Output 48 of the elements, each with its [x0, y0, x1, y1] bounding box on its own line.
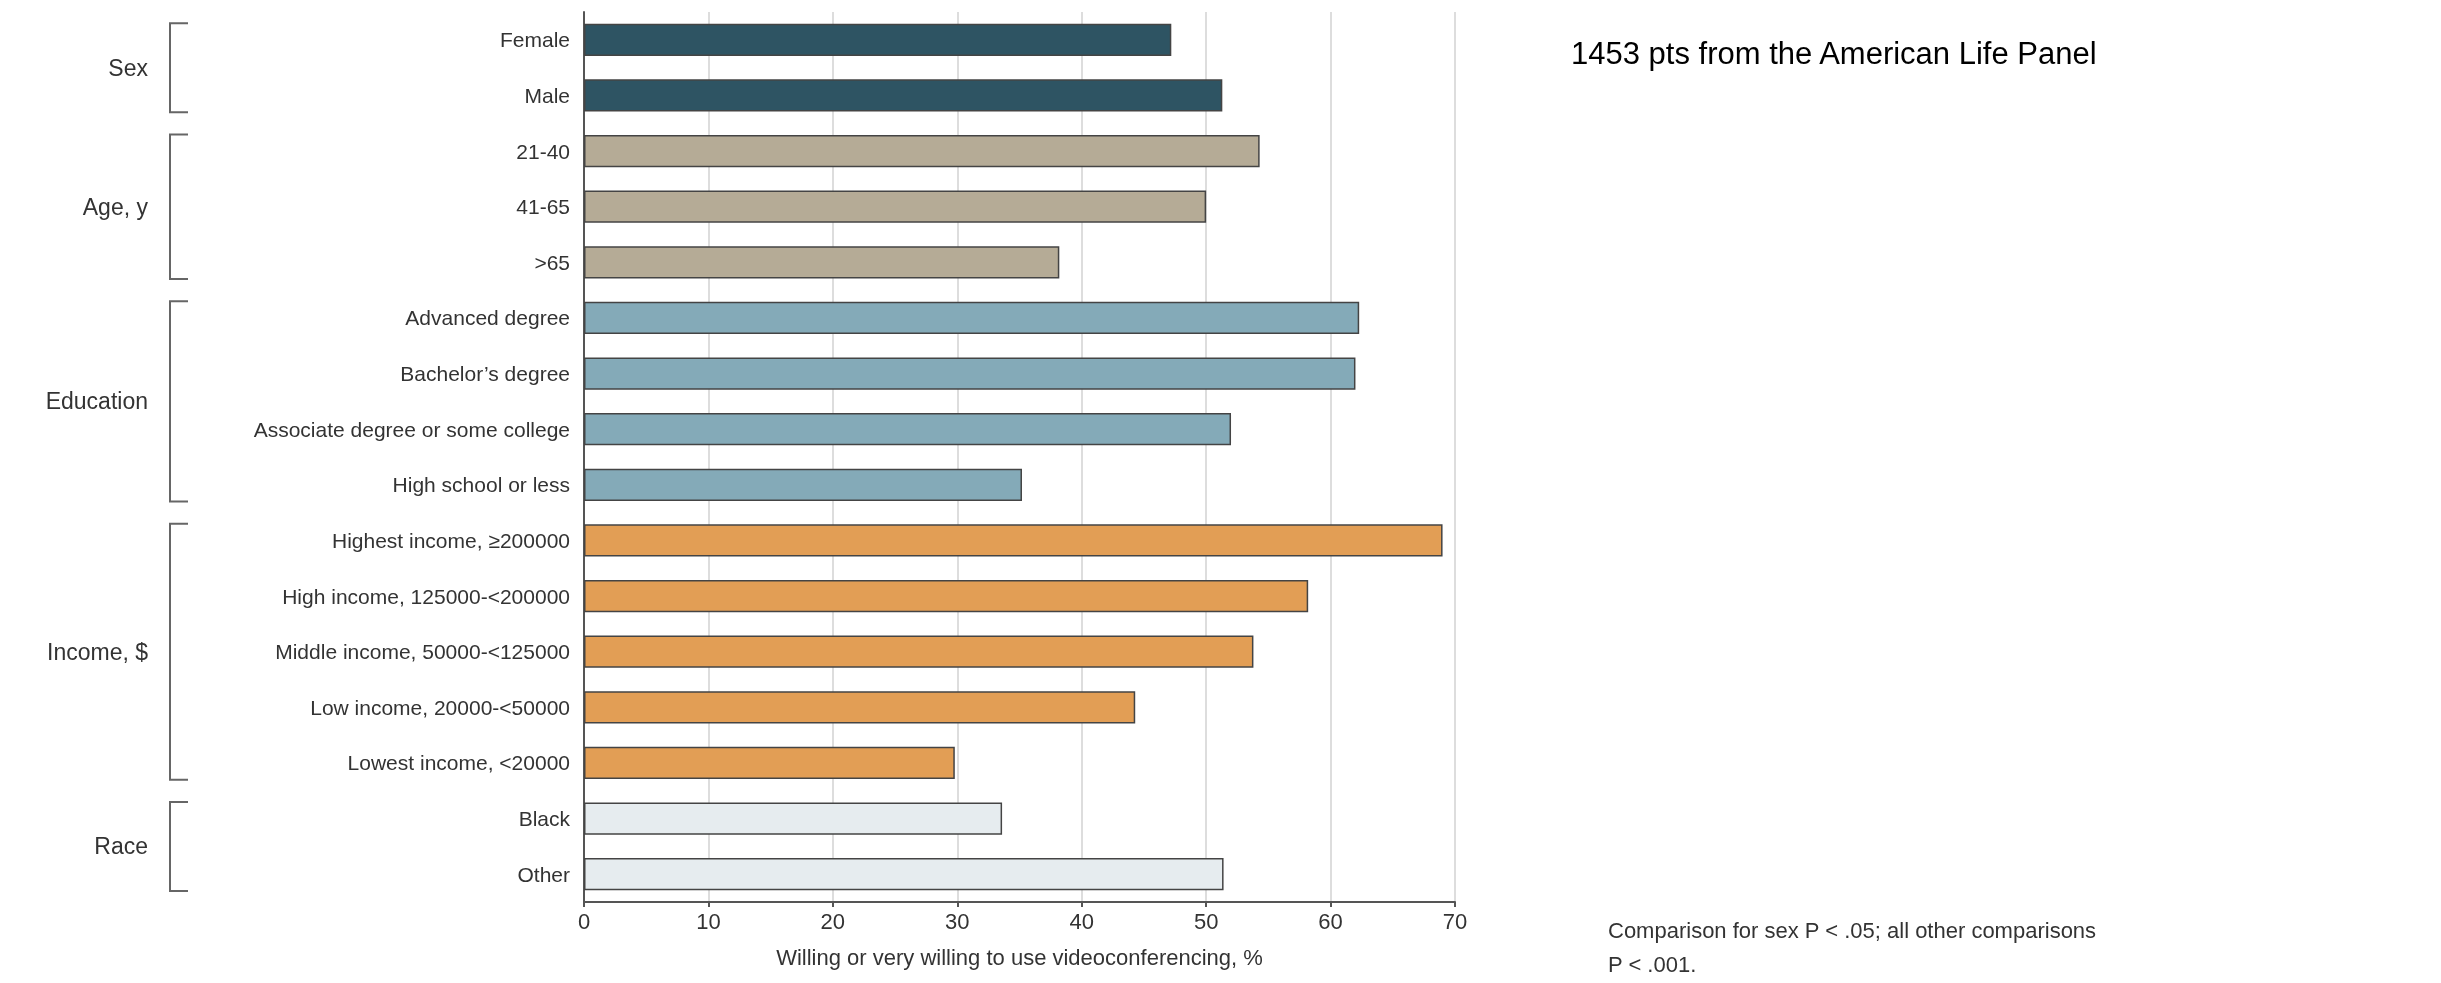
x-tick-label: 40 [1069, 908, 1094, 934]
x-tick-label: 50 [1193, 908, 1219, 934]
bar [584, 357, 1356, 390]
bar [584, 746, 955, 780]
y-tick-label: Bachelor’s degree [400, 362, 570, 386]
y-tick-label: >65 [534, 250, 570, 274]
bar [584, 858, 1224, 891]
x-tick-label: 30 [945, 908, 970, 934]
bar [584, 691, 1136, 724]
x-tick-label: 0 [577, 908, 591, 934]
text: 1453 pts from the American Life Panel [1571, 36, 2097, 71]
x-tick-label: 10 [696, 908, 721, 934]
text: Age, y [82, 193, 149, 220]
bar [584, 468, 1022, 501]
y-tick-label: Advanced degree [405, 306, 570, 330]
y-tick-label: High school or less [392, 473, 570, 497]
bar [584, 635, 1254, 668]
y-tick-label: Low income, 20000-<50000 [310, 695, 570, 719]
y-tick-label: Lowest income, <20000 [347, 751, 570, 775]
bar [584, 23, 1172, 56]
y-tick-label: 41-65 [516, 195, 570, 219]
bar [584, 524, 1443, 557]
bar [584, 579, 1309, 613]
x-axis-title: Willing or very willing to use videoconferencing, % [776, 944, 1263, 970]
bar [584, 190, 1207, 223]
bar [584, 301, 1360, 335]
bar [584, 413, 1232, 446]
text: Education [45, 388, 148, 415]
x-tick-label: 70 [1442, 908, 1468, 934]
text: Sex [108, 54, 149, 81]
bar [584, 79, 1223, 112]
x-tick-label: 60 [1318, 908, 1343, 934]
y-tick-label: High income, 125000-<200000 [282, 584, 570, 608]
y-tick-label: Middle income, 50000-<125000 [275, 640, 570, 664]
y-tick-label: Associate degree or some college [253, 417, 570, 441]
x-tick-label: 20 [820, 908, 846, 934]
y-tick-label: 21-40 [516, 139, 570, 163]
y-tick-label: Male [524, 83, 570, 107]
bar [584, 802, 1003, 835]
bar [584, 134, 1260, 168]
y-tick-label: Other [517, 862, 570, 886]
text: Race [94, 833, 148, 860]
y-tick-label: Female [499, 28, 570, 52]
bar [584, 246, 1060, 279]
y-tick-label: Black [518, 807, 571, 831]
y-tick-label: Highest income, ≥200000 [331, 528, 570, 552]
text: Income, $ [47, 638, 149, 665]
text: Comparison for sex P < .05; all other comparisons P < .001. [1608, 917, 2097, 977]
